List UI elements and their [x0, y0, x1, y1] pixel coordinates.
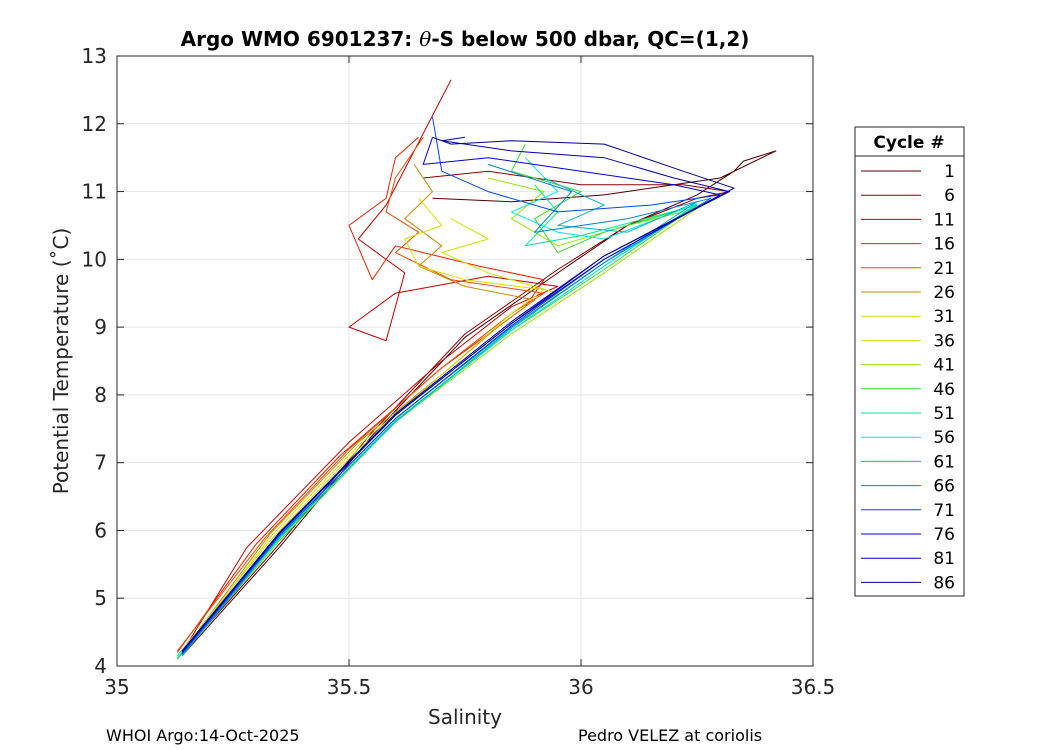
legend-label-cycle-41: 41 [933, 356, 955, 376]
series-group [176, 79, 777, 660]
legend-label-cycle-81: 81 [933, 549, 955, 569]
x-tick-label: 35 [104, 675, 129, 699]
legend-label-cycle-6: 6 [944, 186, 955, 206]
y-tick-label: 11 [82, 180, 107, 204]
legend-label-cycle-86: 86 [933, 573, 955, 593]
legend-label-cycle-46: 46 [933, 380, 955, 400]
series-line-cycle-31 [181, 197, 545, 655]
series-line-cycle-21 [176, 137, 545, 652]
x-tick-label: 35.5 [327, 675, 372, 699]
series-line-cycle-11 [181, 79, 559, 653]
legend: Cycle # 16111621263136414651566166717681… [854, 126, 965, 597]
series-line-cycle-1 [181, 150, 777, 657]
series-line-cycle-26 [181, 164, 536, 653]
grid-lines [117, 56, 813, 666]
y-tick-label: 6 [94, 518, 107, 542]
y-tick-label: 5 [94, 586, 107, 610]
series-line-cycle-86 [181, 136, 735, 652]
axis-ticks: 35 35.5 36 36.5 4 5 6 7 8 9 10 11 12 13 [82, 44, 836, 699]
y-tick-label: 12 [82, 112, 107, 136]
x-tick-label: 36 [568, 675, 593, 699]
footer-author: Pedro VELEZ at coriolis [578, 726, 763, 745]
legend-label-cycle-16: 16 [933, 235, 955, 255]
legend-label-cycle-51: 51 [933, 404, 955, 424]
series-line-cycle-81 [181, 136, 730, 653]
legend-box [854, 126, 965, 597]
legend-label-cycle-31: 31 [933, 307, 955, 327]
y-tick-label: 9 [94, 315, 107, 339]
legend-label-cycle-56: 56 [933, 428, 955, 448]
legend-label-cycle-61: 61 [933, 452, 955, 472]
y-tick-label: 4 [94, 654, 107, 678]
y-tick-label: 13 [82, 44, 107, 68]
title-theta-symbol: θ [419, 27, 431, 51]
legend-title: Cycle # [873, 133, 944, 153]
title-suffix: -S below 500 dbar, QC=(1,2) [431, 27, 749, 51]
series-line-cycle-16 [176, 136, 545, 653]
title-prefix: Argo WMO 6901237: [181, 27, 420, 51]
y-axis-label: Potential Temperature (˚C) [49, 228, 73, 495]
y-tick-label: 10 [82, 247, 107, 271]
legend-label-cycle-1: 1 [944, 162, 955, 182]
x-axis-label: Salinity [428, 705, 502, 729]
legend-label-cycle-11: 11 [933, 210, 955, 230]
legend-label-cycle-66: 66 [933, 477, 955, 497]
legend-label-cycle-26: 26 [933, 283, 955, 303]
legend-label-cycle-36: 36 [933, 331, 955, 351]
legend-label-cycle-76: 76 [933, 525, 955, 545]
legend-label-cycle-71: 71 [933, 501, 955, 521]
y-tick-label: 8 [94, 383, 107, 407]
plot-frame [116, 55, 814, 667]
plot-background [117, 56, 813, 666]
legend-label-cycle-21: 21 [933, 259, 955, 279]
x-tick-label: 36.5 [791, 675, 836, 699]
y-tick-label: 7 [94, 451, 107, 475]
chart-title: Argo WMO 6901237: θ-S below 500 dbar, QC… [181, 27, 750, 51]
footer-source-date: WHOI Argo:14-Oct-2025 [106, 726, 300, 745]
